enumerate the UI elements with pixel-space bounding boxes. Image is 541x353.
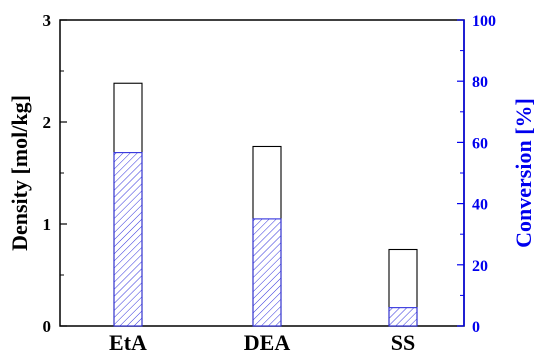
x-tick-label: SS xyxy=(391,330,415,353)
y-tick-label: 0 xyxy=(43,317,52,336)
plot-area: 0 1 2 3 0 20 40 60 80 100 EtA DEA SS xyxy=(43,11,497,353)
y2-tick-label: 40 xyxy=(472,197,488,214)
bar-hatched-eta xyxy=(113,152,143,327)
y2-tick-label: 100 xyxy=(472,13,496,30)
x-tick-label: DEA xyxy=(244,330,291,353)
y-axis-title: Density [mol/kg] xyxy=(7,95,32,251)
y2-tick-label: 0 xyxy=(472,319,480,336)
y2-tick-label: 80 xyxy=(472,74,488,91)
y2-tick-label: 60 xyxy=(472,135,488,152)
bar-hatched-dea xyxy=(252,218,282,327)
y2-tick-label: 20 xyxy=(472,258,488,275)
y2-axis-title: Conversion [%] xyxy=(511,98,536,248)
y-tick-label: 3 xyxy=(43,11,52,30)
y-tick-label: 2 xyxy=(43,113,52,132)
x-tick-label: EtA xyxy=(109,330,147,353)
y-tick-label: 1 xyxy=(43,215,52,234)
bar-hatched-ss xyxy=(388,307,418,327)
